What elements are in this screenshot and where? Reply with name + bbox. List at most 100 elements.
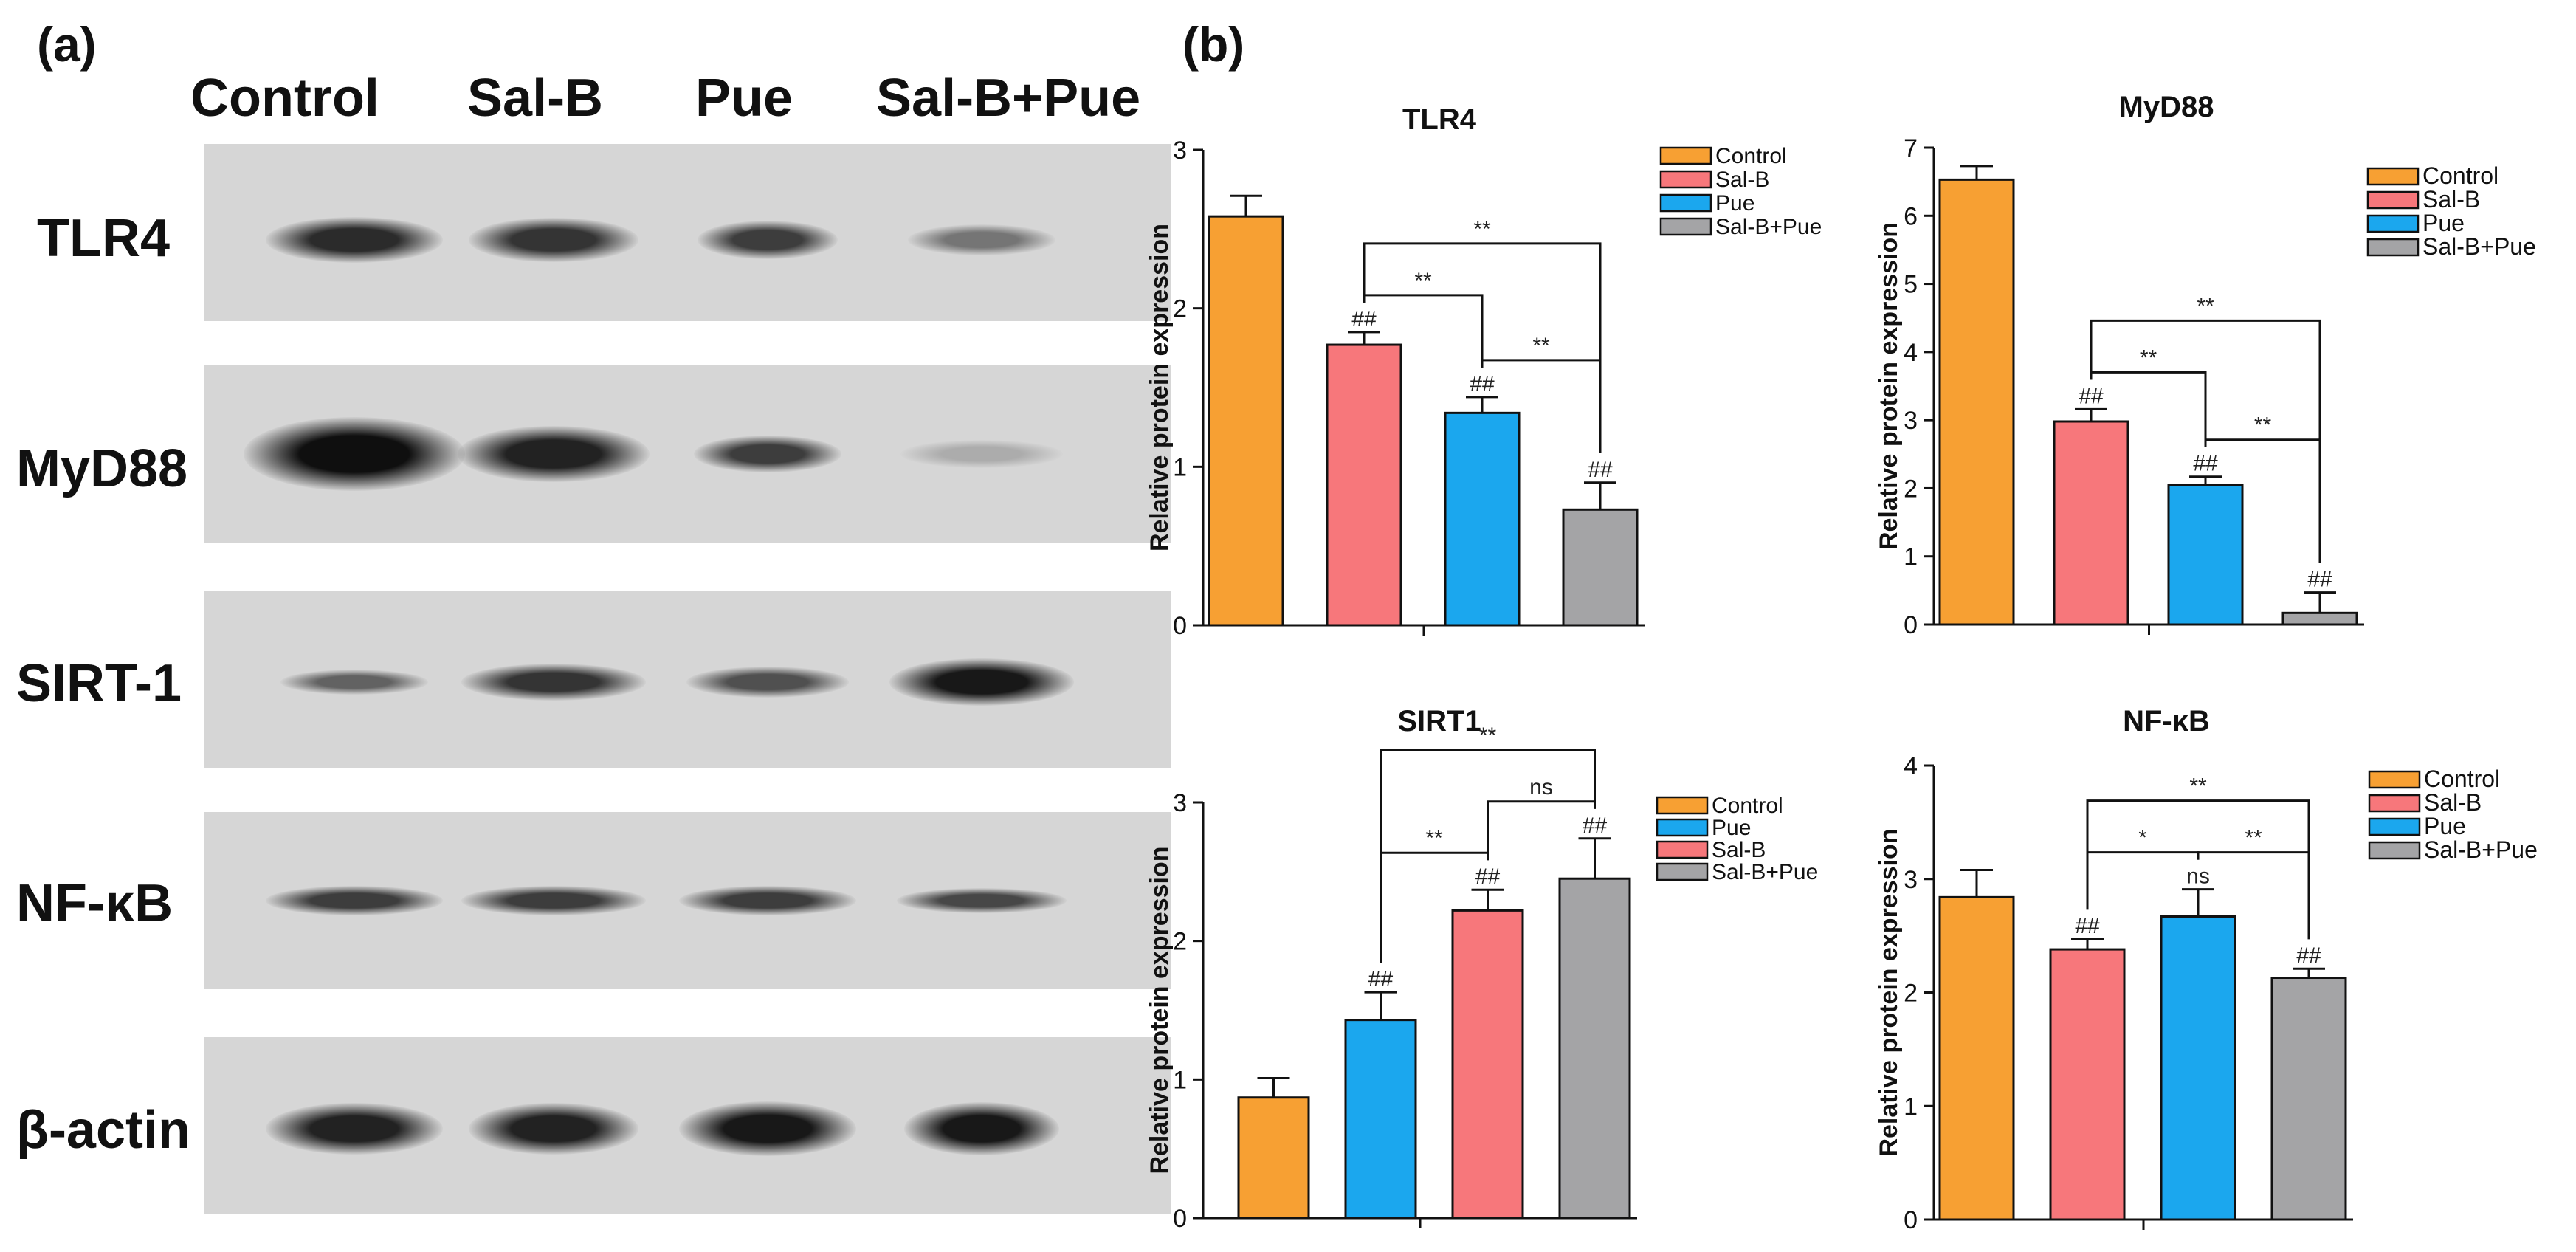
chart-title: TLR4 [1402,103,1477,136]
legend-swatch [1656,862,1709,881]
legend-label: Sal-B [2422,186,2480,213]
blot-band [461,886,646,915]
comparison-bracket [2197,851,2310,940]
y-tick-label: 1 [1173,1066,1187,1094]
bar-significance-label: ## [2307,568,2332,592]
comparison-label: ** [1479,723,1497,748]
y-axis-label: Relative protein expression [1875,828,1903,1156]
comparison-bracket [2090,371,2207,447]
y-axis-label: Relative protein expression [1146,224,1174,551]
lane-header-sal-b-pue: Sal-B+Pue [876,69,1141,128]
y-tick-label: 1 [1173,453,1187,481]
bar-significance-label: ## [2296,943,2321,968]
bar-significance-label: ## [1475,864,1501,889]
y-axis-label: Relative protein expression [1875,222,1903,550]
comparison-label: ** [2254,413,2272,438]
legend-swatch [2366,190,2420,210]
blot-strip [204,812,1171,989]
blot-strip [204,144,1171,321]
legend-swatch [1656,818,1709,837]
bar [1938,895,2015,1221]
bar-significance-label: ## [2075,914,2100,938]
bar [1562,508,1639,627]
y-tick-label: 3 [1904,407,1918,435]
bar-significance-label: ## [1470,372,1495,396]
bar-significance-label: ## [1583,814,1608,838]
bar [2167,484,2244,626]
comparison-bracket [2086,851,2200,910]
y-tick-label: 2 [1173,295,1187,323]
bar-significance-label: ## [2193,452,2218,476]
comparison-label: ** [2140,345,2157,370]
y-tick-label: 4 [1904,752,1918,780]
comparison-label: ** [1414,269,1432,293]
legend-label: Sal-B [1712,838,1766,862]
legend-swatch [2368,817,2421,836]
legend-label: Control [1712,794,1783,818]
y-axis-label: Relative protein expression [1146,846,1174,1174]
legend-swatch [1659,217,1712,236]
chart-title: SIRT1 [1397,705,1481,737]
y-tick-label: 0 [1904,611,1918,639]
legend-label: Pue [1715,191,1754,216]
legend-label: Sal-B+Pue [2422,233,2536,260]
blot-strip [204,591,1171,768]
bar [1208,215,1284,627]
legend-label: Control [1715,144,1787,168]
legend-swatch [2366,167,2420,186]
panel-a-label: (a) [37,17,97,72]
legend-swatch [1659,170,1712,189]
bar-significance-label: ## [1588,458,1613,482]
bar-significance-label: ## [1368,967,1394,991]
y-tick-label: 2 [1904,475,1918,503]
comparison-bracket [1487,800,1596,861]
blot-band [904,1102,1059,1155]
legend-label: Sal-B [2424,789,2482,816]
comparison-bracket [1481,359,1602,453]
blot-band [280,670,428,695]
blot-band [458,426,650,482]
legend-label: Pue [2422,210,2465,236]
bar-significance-label: ns [2186,864,2210,889]
y-tick-label: 0 [1173,1205,1187,1233]
bar [1444,411,1521,627]
legend-swatch [1656,840,1709,859]
y-tick-label: 1 [1904,543,1918,571]
legend-swatch [2366,214,2420,233]
comparison-bracket [2204,438,2321,563]
bar-significance-label: ## [2079,384,2104,408]
bar [1237,1096,1310,1220]
legend-label: Sal-B+Pue [1712,860,1818,884]
blot-band [900,440,1063,468]
blot-band [698,221,838,259]
comparison-label: ** [2245,826,2262,850]
chart-title: NF-κB [2123,705,2210,737]
legend-swatch [2368,770,2421,789]
chart-title: MyD88 [2119,91,2214,123]
legend-swatch [1659,193,1712,213]
comparison-label: ** [1532,334,1550,358]
y-tick-label: 2 [1173,928,1187,956]
blot-band [266,1103,443,1155]
blot-band [469,1103,638,1155]
bar [2270,977,2347,1221]
blot-band [266,886,443,915]
comparison-label: ** [2189,774,2207,799]
blot-band [679,886,856,915]
y-tick-label: 3 [1173,789,1187,817]
y-tick-label: 0 [1173,612,1187,640]
comparison-bracket [1363,294,1484,368]
lane-header-control: Control [190,69,379,128]
y-tick-label: 5 [1904,271,1918,299]
blot-band [908,224,1055,255]
comparison-label: ** [2197,294,2214,318]
lane-header-pue: Pue [695,69,793,128]
bar [2049,948,2126,1221]
blot-band [694,436,841,472]
y-tick-label: 3 [1904,866,1918,894]
bar [1344,1019,1417,1220]
legend-swatch [2368,794,2421,813]
comparison-label: * [2138,826,2147,850]
legend-swatch [2368,841,2421,860]
